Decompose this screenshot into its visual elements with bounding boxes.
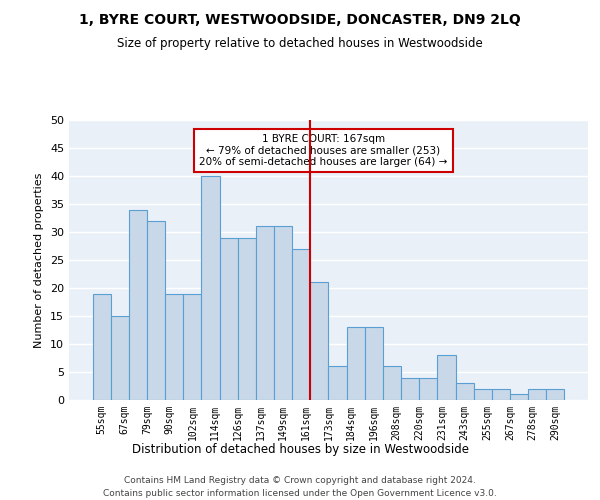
Text: Contains public sector information licensed under the Open Government Licence v3: Contains public sector information licen… bbox=[103, 489, 497, 498]
Bar bbox=[473, 389, 492, 400]
Bar bbox=[401, 378, 419, 400]
Bar bbox=[92, 294, 111, 400]
Bar bbox=[347, 327, 365, 400]
Bar bbox=[165, 294, 184, 400]
Bar bbox=[129, 210, 147, 400]
Bar bbox=[546, 389, 565, 400]
Bar bbox=[111, 316, 129, 400]
Bar bbox=[365, 327, 383, 400]
Bar bbox=[202, 176, 220, 400]
Bar bbox=[419, 378, 437, 400]
Text: Size of property relative to detached houses in Westwoodside: Size of property relative to detached ho… bbox=[117, 38, 483, 51]
Bar bbox=[437, 355, 455, 400]
Bar bbox=[184, 294, 202, 400]
Y-axis label: Number of detached properties: Number of detached properties bbox=[34, 172, 44, 348]
Bar bbox=[220, 238, 238, 400]
Bar bbox=[292, 249, 310, 400]
Bar bbox=[274, 226, 292, 400]
Text: 1 BYRE COURT: 167sqm
← 79% of detached houses are smaller (253)
20% of semi-deta: 1 BYRE COURT: 167sqm ← 79% of detached h… bbox=[199, 134, 448, 167]
Text: Distribution of detached houses by size in Westwoodside: Distribution of detached houses by size … bbox=[131, 442, 469, 456]
Bar bbox=[147, 221, 165, 400]
Bar bbox=[310, 282, 328, 400]
Bar bbox=[455, 383, 473, 400]
Bar bbox=[256, 226, 274, 400]
Bar bbox=[383, 366, 401, 400]
Bar bbox=[510, 394, 528, 400]
Bar bbox=[329, 366, 347, 400]
Bar bbox=[528, 389, 546, 400]
Bar bbox=[492, 389, 510, 400]
Text: 1, BYRE COURT, WESTWOODSIDE, DONCASTER, DN9 2LQ: 1, BYRE COURT, WESTWOODSIDE, DONCASTER, … bbox=[79, 12, 521, 26]
Bar bbox=[238, 238, 256, 400]
Text: Contains HM Land Registry data © Crown copyright and database right 2024.: Contains HM Land Registry data © Crown c… bbox=[124, 476, 476, 485]
